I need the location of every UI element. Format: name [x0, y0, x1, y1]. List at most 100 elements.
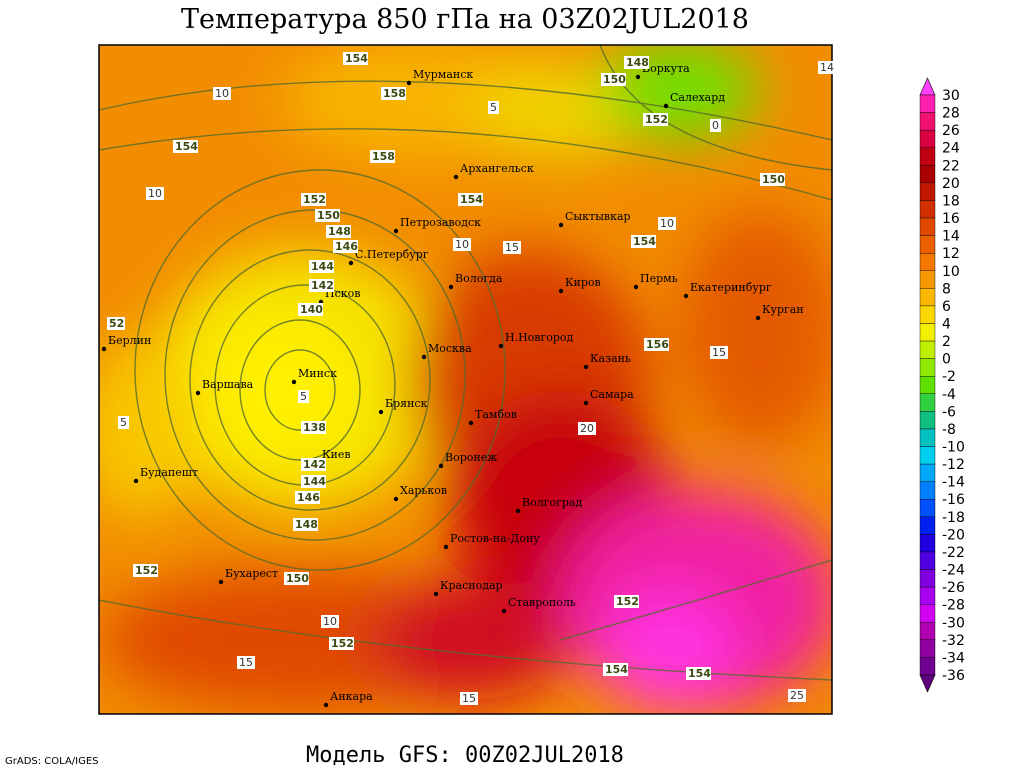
contour-label-box — [133, 564, 158, 577]
city-label: Минск — [298, 367, 337, 380]
temperature-label-box — [710, 346, 728, 359]
temperature-label-box — [146, 187, 164, 200]
temperature-label-box — [488, 101, 499, 114]
contour-label-box — [614, 595, 639, 608]
colorbar-label: -14 — [942, 475, 965, 491]
contour-label: 152 — [135, 564, 158, 577]
contour-label-box — [301, 421, 326, 434]
temperature-label-box — [818, 61, 836, 74]
city-dot — [755, 315, 761, 321]
colorbar-band — [919, 94, 936, 113]
colorbar-band — [919, 305, 936, 324]
city-dot — [406, 80, 412, 86]
city-dot — [443, 544, 449, 550]
colorbar-label: -4 — [942, 387, 956, 403]
colorbar-label: -16 — [942, 492, 965, 508]
colorbar-label: 24 — [942, 141, 960, 157]
colorbar-label: -12 — [942, 457, 965, 473]
contour-label: 140 — [300, 303, 323, 316]
colorbar-band — [919, 499, 936, 518]
contour-label-box — [309, 260, 334, 273]
colorbar-label: -36 — [942, 668, 965, 684]
contour-label: 148 — [328, 225, 351, 238]
city-dot — [438, 463, 444, 469]
city-dot — [291, 379, 297, 385]
colorbar-band — [919, 270, 936, 289]
colorbar-band — [919, 446, 936, 465]
contour-label-box — [298, 303, 323, 316]
city-dot — [421, 354, 427, 360]
temperature-label-box — [788, 689, 806, 702]
contour-label: 154 — [175, 140, 198, 153]
colorbar-band — [919, 323, 936, 342]
colorbar-label: -32 — [942, 633, 965, 649]
city-label: Тамбов — [475, 408, 517, 421]
city-dot — [501, 608, 507, 614]
city-label: Воронеж — [445, 451, 497, 464]
city-label: Сыктывкар — [565, 210, 631, 223]
contour-label-box — [326, 225, 351, 238]
contour-label-box — [760, 173, 785, 186]
contour-label-box — [643, 113, 668, 126]
city-dot — [218, 579, 224, 585]
colorbar-band — [919, 516, 936, 535]
contour-label-box — [301, 193, 326, 206]
colorbar-label: -24 — [942, 563, 965, 579]
colorbar-label: 8 — [942, 281, 951, 297]
city-dot — [663, 103, 669, 109]
city-label: Волгоград — [522, 496, 582, 509]
city-dot — [583, 364, 589, 370]
city-label: Бухарест — [225, 567, 278, 580]
contour-label-box — [631, 235, 656, 248]
colorbar-label: -6 — [942, 404, 956, 420]
contour-label-box — [601, 73, 626, 86]
city-label: Казань — [590, 352, 631, 365]
city-label: Салехард — [670, 91, 725, 104]
contour-label: 150 — [762, 173, 785, 186]
temperature-label-box — [321, 615, 339, 628]
contour-label-box — [173, 140, 198, 153]
colorbar-band — [919, 200, 936, 219]
city-label: Киров — [565, 276, 601, 289]
colorbar-bottom — [919, 674, 936, 693]
colorbar-label: -22 — [942, 545, 965, 561]
temperature-label: 15 — [505, 241, 519, 254]
contour-label: 142 — [303, 458, 326, 471]
city-dot — [558, 222, 564, 228]
contour-label: 152 — [331, 637, 354, 650]
city-label: Пермь — [640, 272, 678, 285]
map-frame — [98, 44, 833, 715]
colorbar-label: -26 — [942, 580, 965, 596]
city-label: Архангельск — [460, 162, 534, 175]
contour-label-box — [370, 150, 395, 163]
contour-label-box — [686, 667, 711, 680]
colorbar-label: 12 — [942, 246, 960, 262]
city-dot — [393, 228, 399, 234]
credit: GrADS: COLA/IGES — [5, 756, 99, 767]
city-dot — [195, 390, 201, 396]
contour-label: 154 — [633, 235, 656, 248]
contour-label: 158 — [383, 87, 406, 100]
contour-label-box — [295, 491, 320, 504]
city-dot — [468, 420, 474, 426]
contour-label: 144 — [311, 260, 334, 273]
contour-label: 158 — [372, 150, 395, 163]
contour-label-box — [107, 317, 125, 330]
contour-label: 52 — [109, 317, 124, 330]
colorbar-label: 28 — [942, 106, 960, 122]
contour-label-box — [381, 87, 406, 100]
colorbar-band — [919, 112, 936, 131]
contour-label-box — [343, 52, 368, 65]
contour-label-box — [315, 209, 340, 222]
contour-label: 152 — [303, 193, 326, 206]
city-label: Киев — [322, 448, 351, 461]
colorbar-band — [919, 586, 936, 605]
colorbar-label: 30 — [942, 88, 960, 104]
contour-label-box — [301, 475, 326, 488]
city-dot — [433, 591, 439, 597]
contour-label-box — [293, 518, 318, 531]
contour-label: 148 — [295, 518, 318, 531]
colorbar-band — [919, 411, 936, 430]
city-label: Москва — [428, 342, 472, 355]
